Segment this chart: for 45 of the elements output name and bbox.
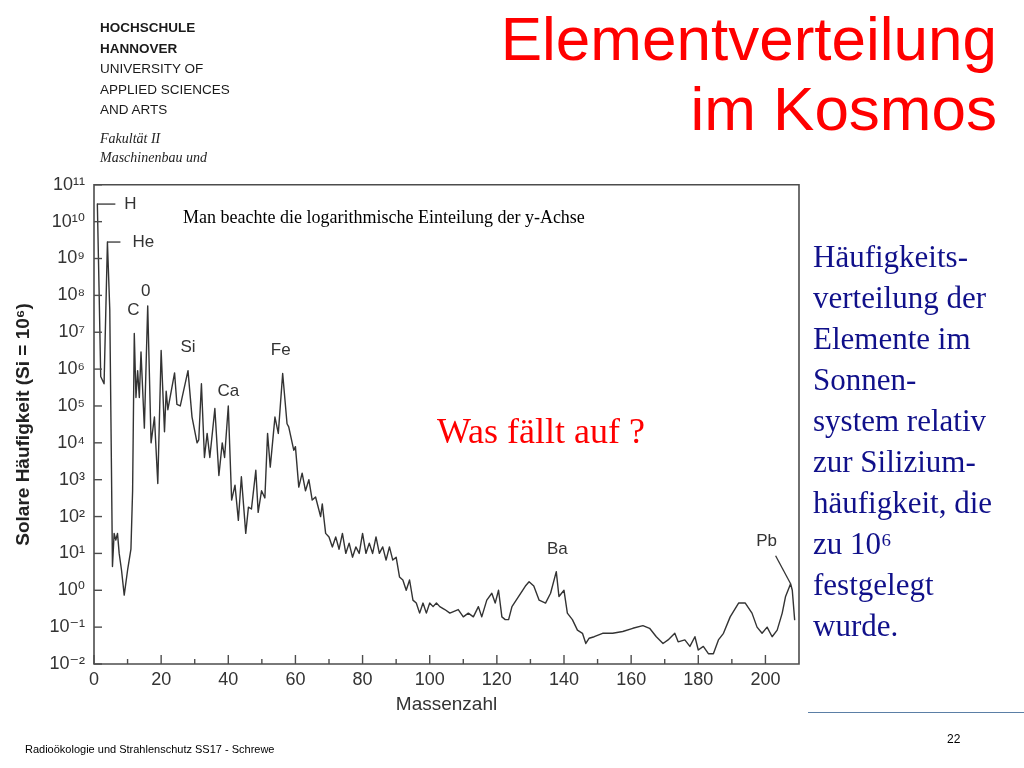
y-tick-label: 10³: [58, 468, 86, 489]
annotation: Ba: [546, 539, 569, 559]
annotation: Ca: [217, 380, 240, 400]
x-tick-label: 140: [548, 668, 580, 689]
text: Häufigkeits- verteilung der Elemente im Sonnen- system relativ zur Silizium- häufigkeit, die zu 10⁶ festgelegt wurde.: [813, 239, 993, 643]
x-tick-label: 80: [352, 668, 373, 689]
annotation: Si: [180, 337, 196, 357]
x-tick-label: 120: [481, 668, 512, 689]
y-tick-label: 10⁸: [57, 284, 85, 305]
y-tick-label: 10⁻²: [49, 652, 85, 673]
x-tick-label: 100: [414, 668, 445, 689]
x-tick-label: 160: [616, 668, 647, 689]
annotation: 0: [140, 280, 151, 300]
annotation: He: [132, 231, 155, 251]
x-tick-label: 20: [151, 668, 172, 689]
y-tick-label: 10²: [58, 505, 86, 526]
y-tick-label: 10¹¹: [52, 173, 85, 194]
y-tick-label: 10⁴: [57, 431, 85, 452]
y-tick-label: 10¹⁰: [51, 210, 85, 231]
x-axis-title: Massenzahl: [395, 692, 498, 714]
x-tick-label: 200: [750, 668, 781, 689]
annotation: H: [124, 193, 137, 213]
text: Fakultät II Maschinenbau und: [100, 130, 207, 167]
text: 22: [947, 732, 961, 746]
y-tick-label: 10⁹: [57, 247, 85, 268]
text: Radioökologie und Strahlenschutz SS17 - Schrewe: [25, 743, 275, 755]
annotation: Fe: [270, 340, 291, 360]
annotation: Pb: [756, 531, 778, 551]
x-tick-label: 60: [285, 668, 306, 689]
text: HOCHSCHULE HANNOVER: [100, 19, 196, 58]
annotation: Man beachte die logarithmische Einteilung der y-Achse: [183, 207, 585, 228]
y-axis-title: Solare Häufigkeit (Si = 10⁶): [11, 303, 33, 546]
x-tick-label: 180: [683, 668, 714, 689]
y-tick-label: 10⁶: [57, 358, 85, 379]
y-tick-label: 10⁰: [57, 579, 85, 600]
annotation: C: [127, 300, 140, 320]
x-tick-label: 0: [88, 668, 100, 689]
annotation: Was fällt auf ?: [437, 410, 646, 452]
chart-title: Elementverteilung im Kosmos: [499, 4, 997, 144]
y-tick-label: 10⁻¹: [49, 616, 85, 637]
y-tick-label: 10⁵: [57, 394, 85, 415]
y-tick-label: 10⁷: [58, 321, 85, 342]
text: UNIVERSITY OF APPLIED SCIENCES AND ARTS: [100, 60, 230, 119]
y-tick-label: 10¹: [58, 542, 86, 563]
x-tick-label: 40: [218, 668, 239, 689]
